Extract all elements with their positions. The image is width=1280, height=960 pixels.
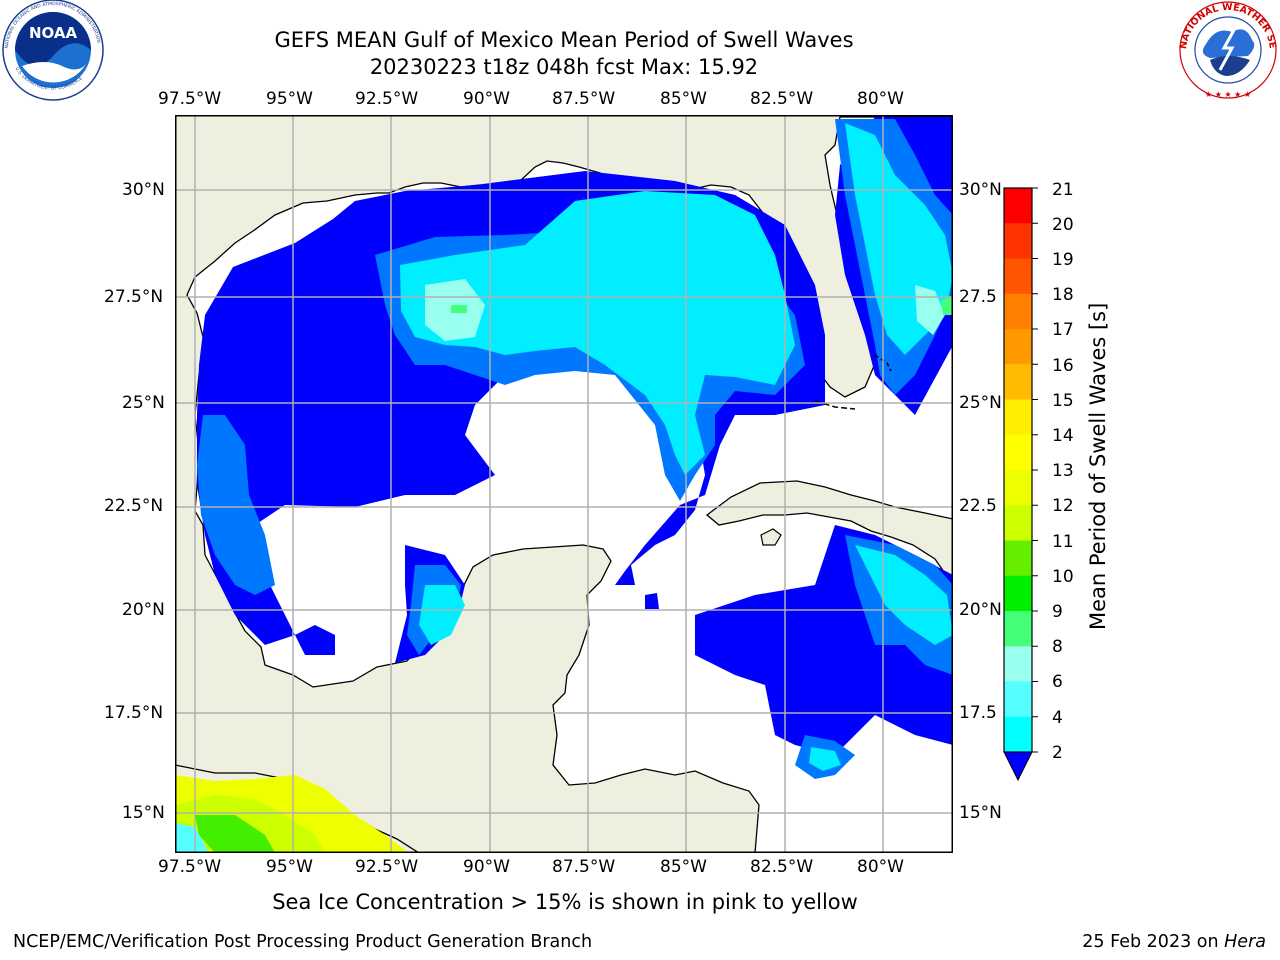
colorbar-tick: 14 bbox=[1052, 426, 1074, 446]
swell-period-map bbox=[175, 115, 953, 853]
colorbar-tick: 21 bbox=[1052, 180, 1074, 200]
lat-tick-left: 27.5°N bbox=[104, 287, 164, 307]
colorbar-segment bbox=[1004, 293, 1032, 330]
svg-text:NOAA: NOAA bbox=[29, 24, 78, 42]
lat-tick-left: 25°N bbox=[122, 393, 165, 413]
colorbar-segment bbox=[1004, 188, 1032, 224]
lat-tick-right: 15°N bbox=[959, 803, 1002, 823]
swell-period-field bbox=[175, 117, 953, 853]
lat-tick-right: 30°N bbox=[959, 180, 1002, 200]
lon-tick-bottom: 80°W bbox=[857, 857, 904, 877]
lon-tick-top: 82.5°W bbox=[750, 89, 814, 109]
noaa-logo: NOAA NATIONAL OCEANIC AND ATMOSPHERIC AD… bbox=[0, 0, 106, 106]
lon-tick-bottom: 85°W bbox=[660, 857, 707, 877]
colorbar-segment bbox=[1004, 681, 1032, 718]
lat-tick-right: 27.5 bbox=[959, 287, 997, 307]
colorbar-segment bbox=[1004, 258, 1032, 295]
colorbar-tick: 17 bbox=[1052, 320, 1074, 340]
colorbar-tick: 9 bbox=[1052, 602, 1063, 622]
lat-tick-right: 20°N bbox=[959, 600, 1002, 620]
land-isla-juventud bbox=[760, 528, 782, 546]
lon-tick-top: 80°W bbox=[857, 89, 904, 109]
lon-tick-top: 90°W bbox=[463, 89, 510, 109]
svg-text:★ ★ ★ ★ ★: ★ ★ ★ ★ ★ bbox=[1205, 90, 1251, 99]
colorbar-segment bbox=[1004, 364, 1032, 400]
colorbar-tick: 18 bbox=[1052, 285, 1074, 305]
colorbar-segment bbox=[1004, 611, 1032, 647]
map-gridlines bbox=[175, 115, 953, 853]
colorbar-tick: 13 bbox=[1052, 461, 1074, 481]
lon-tick-bottom: 87.5°W bbox=[552, 857, 616, 877]
keys-islands bbox=[814, 354, 892, 410]
map-border bbox=[175, 115, 953, 853]
colorbar-segment bbox=[1004, 470, 1032, 506]
colorbar-label: Mean Period of Swell Waves [s] bbox=[1086, 302, 1110, 630]
colorbar bbox=[1000, 186, 1040, 786]
colorbar-tick: 6 bbox=[1052, 672, 1063, 692]
colorbar-tick: 4 bbox=[1052, 708, 1063, 728]
lat-tick-right: 22.5 bbox=[959, 496, 997, 516]
chart-title: GEFS MEAN Gulf of Mexico Mean Period of … bbox=[274, 28, 854, 52]
colorbar-segment bbox=[1004, 434, 1032, 471]
sea-ice-note: Sea Ice Concentration > 15% is shown in … bbox=[272, 890, 858, 914]
colorbar-tick: 15 bbox=[1052, 391, 1074, 411]
lon-tick-top: 92.5°W bbox=[355, 89, 419, 109]
colorbar-extend-min bbox=[1003, 751, 1033, 782]
lon-tick-top: 87.5°W bbox=[552, 89, 616, 109]
lat-tick-left: 17.5°N bbox=[104, 703, 164, 723]
lon-tick-top: 95°W bbox=[266, 89, 313, 109]
chart-subtitle: 20230223 t18z 048h fcst Max: 15.92 bbox=[369, 55, 759, 79]
lon-tick-bottom: 82.5°W bbox=[750, 857, 814, 877]
nws-logo: NATIONAL WEATHER SERVICE ★ ★ ★ ★ ★ bbox=[1172, 0, 1280, 104]
colorbar-tick: 19 bbox=[1052, 250, 1074, 270]
colorbar-tick: 10 bbox=[1052, 567, 1074, 587]
footer-machine: Hera bbox=[1224, 932, 1266, 952]
colorbar-svg bbox=[1003, 187, 1038, 782]
map-panel bbox=[175, 115, 953, 853]
lat-tick-right: 25°N bbox=[959, 393, 1002, 413]
colorbar-tick: 11 bbox=[1052, 532, 1074, 552]
footer-date-text: 25 Feb 2023 on bbox=[1082, 932, 1225, 952]
colorbar-segment bbox=[1004, 646, 1032, 682]
colorbar-segment bbox=[1004, 505, 1032, 541]
lat-tick-right: 17.5 bbox=[959, 703, 997, 723]
colorbar-segment bbox=[1004, 329, 1032, 365]
lon-tick-bottom: 90°W bbox=[463, 857, 510, 877]
lon-tick-top: 85°W bbox=[660, 89, 707, 109]
colorbar-tick-labels: 21 20 19 18 17 16 15 14 13 12 11 10 9 8 … bbox=[1052, 0, 1112, 960]
lat-tick-left: 15°N bbox=[122, 803, 165, 823]
colorbar-tick: 8 bbox=[1052, 637, 1063, 657]
footer-branch: NCEP/EMC/Verification Post Processing Pr… bbox=[13, 932, 593, 952]
lon-tick-bottom: 97.5°W bbox=[158, 857, 222, 877]
colorbar-segment bbox=[1004, 575, 1032, 612]
colorbar-tick: 20 bbox=[1052, 215, 1074, 235]
colorbar-segment bbox=[1004, 716, 1032, 753]
colorbar-segment bbox=[1004, 540, 1032, 577]
lat-tick-left: 20°N bbox=[122, 600, 165, 620]
lon-tick-bottom: 92.5°W bbox=[355, 857, 419, 877]
lon-tick-top: 97.5°W bbox=[158, 89, 222, 109]
colorbar-tick: 12 bbox=[1052, 496, 1074, 516]
colorbar-tick: 16 bbox=[1052, 356, 1074, 376]
lat-tick-left: 30°N bbox=[122, 180, 165, 200]
colorbar-segment bbox=[1004, 223, 1032, 259]
colorbar-tick: 2 bbox=[1052, 743, 1063, 763]
lon-tick-bottom: 95°W bbox=[266, 857, 313, 877]
footer-date: 25 Feb 2023 on Hera bbox=[1082, 932, 1266, 952]
colorbar-segment bbox=[1004, 399, 1032, 436]
lat-tick-left: 22.5°N bbox=[104, 496, 164, 516]
